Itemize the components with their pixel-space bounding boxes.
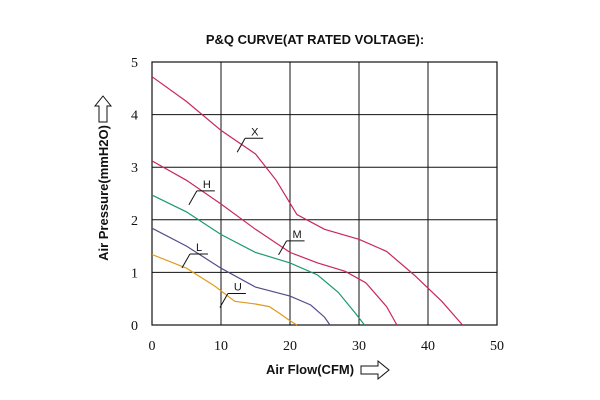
y-tick-label: 1 [131, 266, 138, 281]
y-axis-label: Air Pressure(mmH2O) [96, 125, 111, 261]
x-tick-label: 20 [283, 339, 297, 354]
curve-label-l: L [196, 242, 202, 254]
label-leader-line [219, 293, 229, 308]
y-tick-label: 3 [131, 161, 138, 176]
x-axis-label: Air Flow(CFM) [266, 362, 354, 377]
x-tick-label: 40 [421, 339, 435, 354]
y-tick-label: 2 [131, 214, 138, 229]
y-tick-label: 5 [131, 56, 138, 71]
x-tick-label: 0 [149, 339, 156, 354]
curve-labels: X H M L U [181, 126, 305, 308]
label-leader-line [236, 138, 246, 153]
y-tick-label: 0 [131, 319, 138, 334]
x-tick-label: 10 [214, 339, 228, 354]
tick-labels: 0 10 20 30 40 50 0 1 2 3 4 5 [131, 56, 504, 354]
label-leader-line [181, 253, 191, 269]
y-tick-label: 4 [131, 109, 138, 124]
up-arrow-icon [93, 95, 113, 123]
curves [151, 76, 463, 326]
label-leader-line [188, 190, 198, 206]
curve-label-h: H [203, 179, 211, 191]
label-leader-line [278, 240, 287, 256]
curve-m [151, 194, 365, 326]
x-tick-label: 30 [352, 339, 366, 354]
grid [152, 62, 497, 325]
chart-title: P&Q CURVE(AT RATED VOLTAGE): [206, 32, 424, 47]
curve-u [151, 253, 298, 326]
curve-l [151, 227, 331, 326]
curve-label-m: M [293, 229, 302, 241]
curve-h [151, 160, 398, 326]
x-tick-label: 50 [490, 339, 504, 354]
curve-x [151, 76, 463, 326]
curve-label-u: U [234, 281, 242, 293]
y-axis-label-group: Air Pressure(mmH2O) [96, 125, 111, 261]
curve-label-x: X [251, 126, 259, 138]
right-arrow-icon [360, 359, 390, 381]
plot-frame [151, 61, 498, 326]
